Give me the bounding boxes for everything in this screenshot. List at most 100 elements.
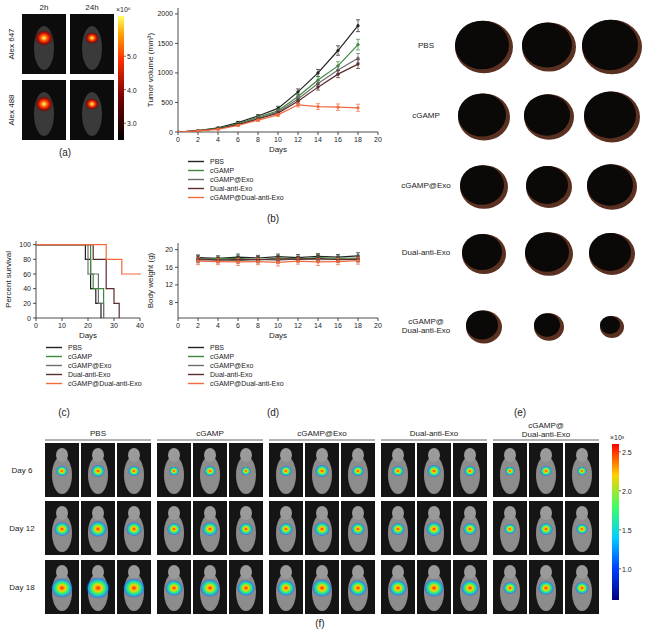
marker bbox=[336, 106, 339, 109]
signal bbox=[128, 466, 140, 477]
tumor bbox=[522, 23, 572, 68]
x-tick bbox=[218, 132, 219, 135]
mouse-head bbox=[392, 448, 404, 462]
signal bbox=[202, 522, 218, 536]
error-bar bbox=[236, 258, 240, 265]
legend-swatch bbox=[188, 347, 204, 348]
image bbox=[341, 443, 375, 497]
mouse-head bbox=[504, 448, 516, 462]
row-label: Alex 647 bbox=[7, 28, 16, 60]
signal bbox=[426, 522, 442, 536]
marker bbox=[178, 130, 180, 132]
signal bbox=[204, 466, 216, 477]
marker bbox=[356, 62, 359, 65]
marker bbox=[276, 261, 279, 264]
colorbar: 3.04.05.0×10⁶ bbox=[116, 6, 137, 140]
series-line bbox=[178, 58, 358, 132]
x-tick-label: 20 bbox=[374, 322, 382, 329]
tumor-edge bbox=[460, 165, 508, 209]
plot-area bbox=[36, 245, 140, 318]
signal bbox=[35, 30, 53, 46]
label-line: Dual-anti-Exo bbox=[522, 430, 571, 439]
survival-step bbox=[98, 303, 103, 318]
error-bar bbox=[336, 46, 340, 55]
mouse-head bbox=[240, 448, 252, 462]
image bbox=[229, 560, 263, 614]
marker bbox=[178, 130, 180, 132]
column-label: 2h bbox=[40, 3, 49, 12]
mouse-head bbox=[240, 565, 252, 579]
y-tick bbox=[175, 267, 178, 268]
tumor-edge bbox=[455, 21, 513, 74]
x-tick bbox=[140, 318, 141, 321]
image bbox=[565, 560, 599, 614]
colorbar-tick-label: 2.5 bbox=[622, 449, 632, 456]
legend-label: cGAMP@Exo bbox=[210, 362, 253, 369]
error-bar bbox=[196, 130, 200, 131]
row-label: Alex 488 bbox=[7, 94, 16, 126]
image bbox=[117, 560, 151, 614]
marker bbox=[296, 103, 299, 106]
y-axis-label: Percent survival bbox=[4, 251, 13, 308]
y-tick-label: 12 bbox=[165, 281, 173, 288]
image bbox=[157, 443, 191, 497]
chart-1: 024681012141618200500100015002000DaysTum… bbox=[146, 8, 382, 224]
mouse-head bbox=[204, 565, 216, 579]
tumor bbox=[526, 166, 568, 204]
y-tick bbox=[33, 318, 36, 319]
row-label: cGAMP bbox=[412, 111, 440, 120]
image bbox=[229, 443, 263, 497]
marker bbox=[196, 129, 199, 132]
signal bbox=[91, 465, 105, 478]
marker bbox=[336, 49, 339, 52]
figure: 2h24hAlex 647Alex 488(a)3.04.05.0×10⁶024… bbox=[0, 0, 646, 632]
image bbox=[529, 501, 563, 555]
x-tick-label: 0 bbox=[176, 136, 180, 143]
signal bbox=[538, 581, 554, 595]
mouse-head bbox=[428, 565, 440, 579]
x-tick bbox=[36, 318, 37, 321]
panel-label: (e) bbox=[514, 407, 526, 418]
y-tick-label: 0 bbox=[27, 315, 31, 322]
column-rule bbox=[45, 440, 151, 441]
panel-label: (c) bbox=[58, 407, 70, 418]
series-line bbox=[178, 64, 358, 132]
survival-step bbox=[114, 303, 119, 318]
legend-label: cGAMP@Dual-anti-Exo bbox=[210, 380, 284, 387]
mouse-head bbox=[464, 565, 476, 579]
marker bbox=[336, 73, 339, 76]
signal bbox=[312, 579, 332, 597]
marker bbox=[196, 129, 199, 132]
y-axis bbox=[36, 241, 37, 318]
error-bar bbox=[256, 119, 260, 121]
panel-label: (b) bbox=[267, 213, 279, 224]
image bbox=[453, 443, 487, 497]
label-line: cGAMP@ bbox=[528, 421, 564, 430]
legend-swatch bbox=[46, 374, 62, 375]
mouse-head bbox=[504, 565, 516, 579]
y-tick bbox=[33, 259, 36, 260]
x-tick-label: 0 bbox=[34, 322, 38, 329]
marker bbox=[316, 260, 319, 263]
mouse-head bbox=[240, 506, 252, 520]
survival-step bbox=[106, 259, 122, 274]
survival-step bbox=[36, 245, 106, 260]
signal bbox=[126, 522, 142, 536]
image bbox=[117, 443, 151, 497]
image bbox=[269, 443, 303, 497]
tumor bbox=[458, 93, 506, 136]
mouse-head bbox=[352, 448, 364, 462]
legend-label: PBS bbox=[68, 344, 82, 351]
marker bbox=[296, 90, 299, 93]
x-tick-label: 12 bbox=[294, 136, 302, 143]
legend-label: Dual-anti-Exo bbox=[210, 185, 253, 192]
tumor bbox=[600, 316, 620, 334]
legend: PBScGAMPcGAMP@ExoDual-anti-ExocGAMP@Dual… bbox=[188, 158, 284, 201]
image bbox=[229, 501, 263, 555]
signal bbox=[352, 466, 364, 477]
x-tick-label: 6 bbox=[236, 136, 240, 143]
colorbar-tick-label: 4.0 bbox=[127, 87, 137, 94]
mouse-head bbox=[316, 448, 328, 462]
signal bbox=[576, 524, 588, 535]
marker bbox=[356, 24, 359, 27]
